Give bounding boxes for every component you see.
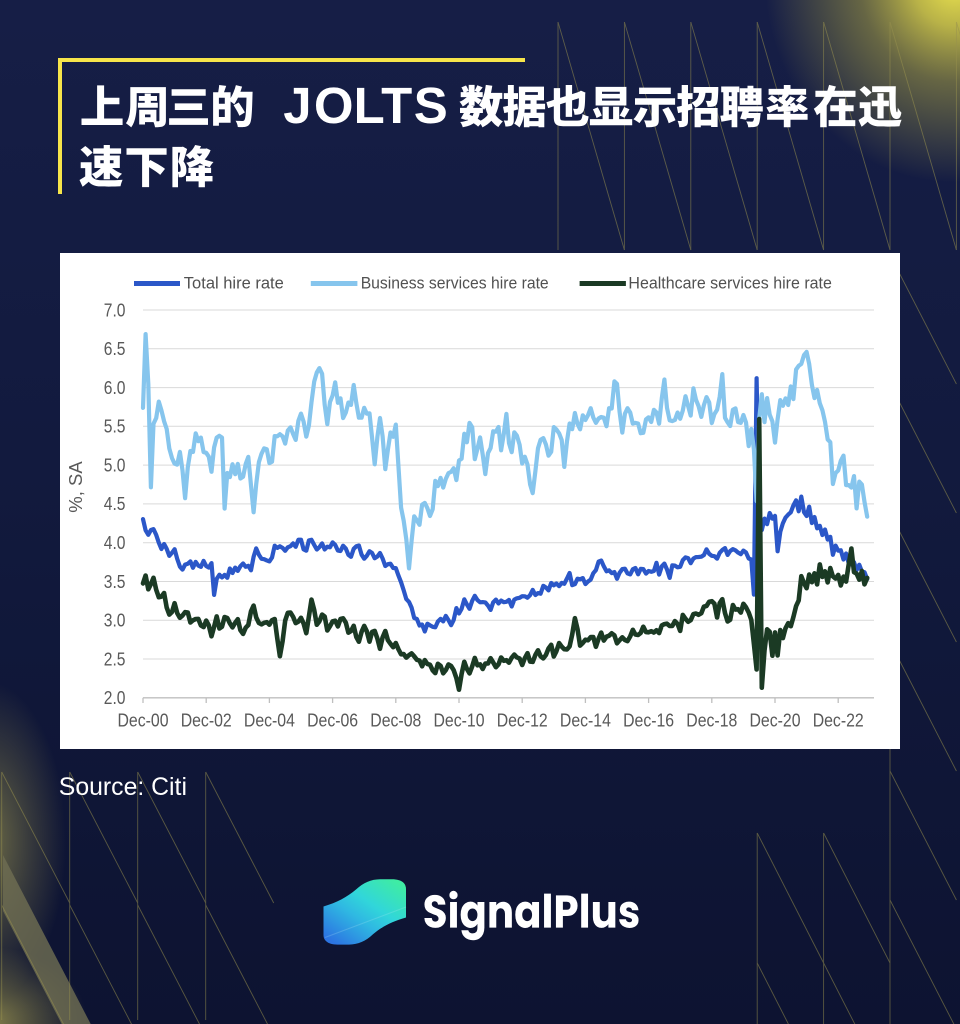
svg-text:3.5: 3.5 bbox=[104, 572, 126, 592]
svg-text:Total hire rate: Total hire rate bbox=[184, 274, 284, 293]
svg-text:Dec-02: Dec-02 bbox=[181, 711, 232, 731]
svg-text:6.0: 6.0 bbox=[104, 378, 126, 398]
svg-text:Dec-08: Dec-08 bbox=[370, 711, 421, 731]
svg-text:2.0: 2.0 bbox=[104, 688, 126, 708]
svg-text:Dec-00: Dec-00 bbox=[118, 711, 169, 731]
svg-text:Dec-18: Dec-18 bbox=[686, 711, 737, 731]
svg-text:Dec-12: Dec-12 bbox=[497, 711, 548, 731]
svg-text:4.0: 4.0 bbox=[104, 533, 126, 553]
svg-text:2.5: 2.5 bbox=[104, 649, 126, 669]
svg-text:Dec-22: Dec-22 bbox=[813, 711, 864, 731]
svg-text:Dec-20: Dec-20 bbox=[750, 711, 801, 731]
svg-text:4.5: 4.5 bbox=[104, 494, 126, 514]
svg-text:%, SA: %, SA bbox=[65, 461, 86, 513]
svg-text:Dec-10: Dec-10 bbox=[434, 711, 485, 731]
svg-text:Dec-16: Dec-16 bbox=[623, 711, 674, 731]
svg-text:3.0: 3.0 bbox=[104, 611, 126, 631]
svg-text:Healthcare services hire rate: Healthcare services hire rate bbox=[628, 274, 832, 293]
svg-text:Business services hire rate: Business services hire rate bbox=[361, 274, 549, 293]
svg-text:6.5: 6.5 bbox=[104, 339, 126, 359]
svg-text:5.0: 5.0 bbox=[104, 455, 126, 475]
svg-text:7.0: 7.0 bbox=[104, 300, 126, 320]
svg-text:5.5: 5.5 bbox=[104, 417, 126, 437]
svg-text:Dec-04: Dec-04 bbox=[244, 711, 295, 731]
svg-text:Dec-14: Dec-14 bbox=[560, 711, 611, 731]
svg-text:Source: Citi: Source: Citi bbox=[59, 774, 187, 801]
svg-text:Dec-06: Dec-06 bbox=[307, 711, 358, 731]
